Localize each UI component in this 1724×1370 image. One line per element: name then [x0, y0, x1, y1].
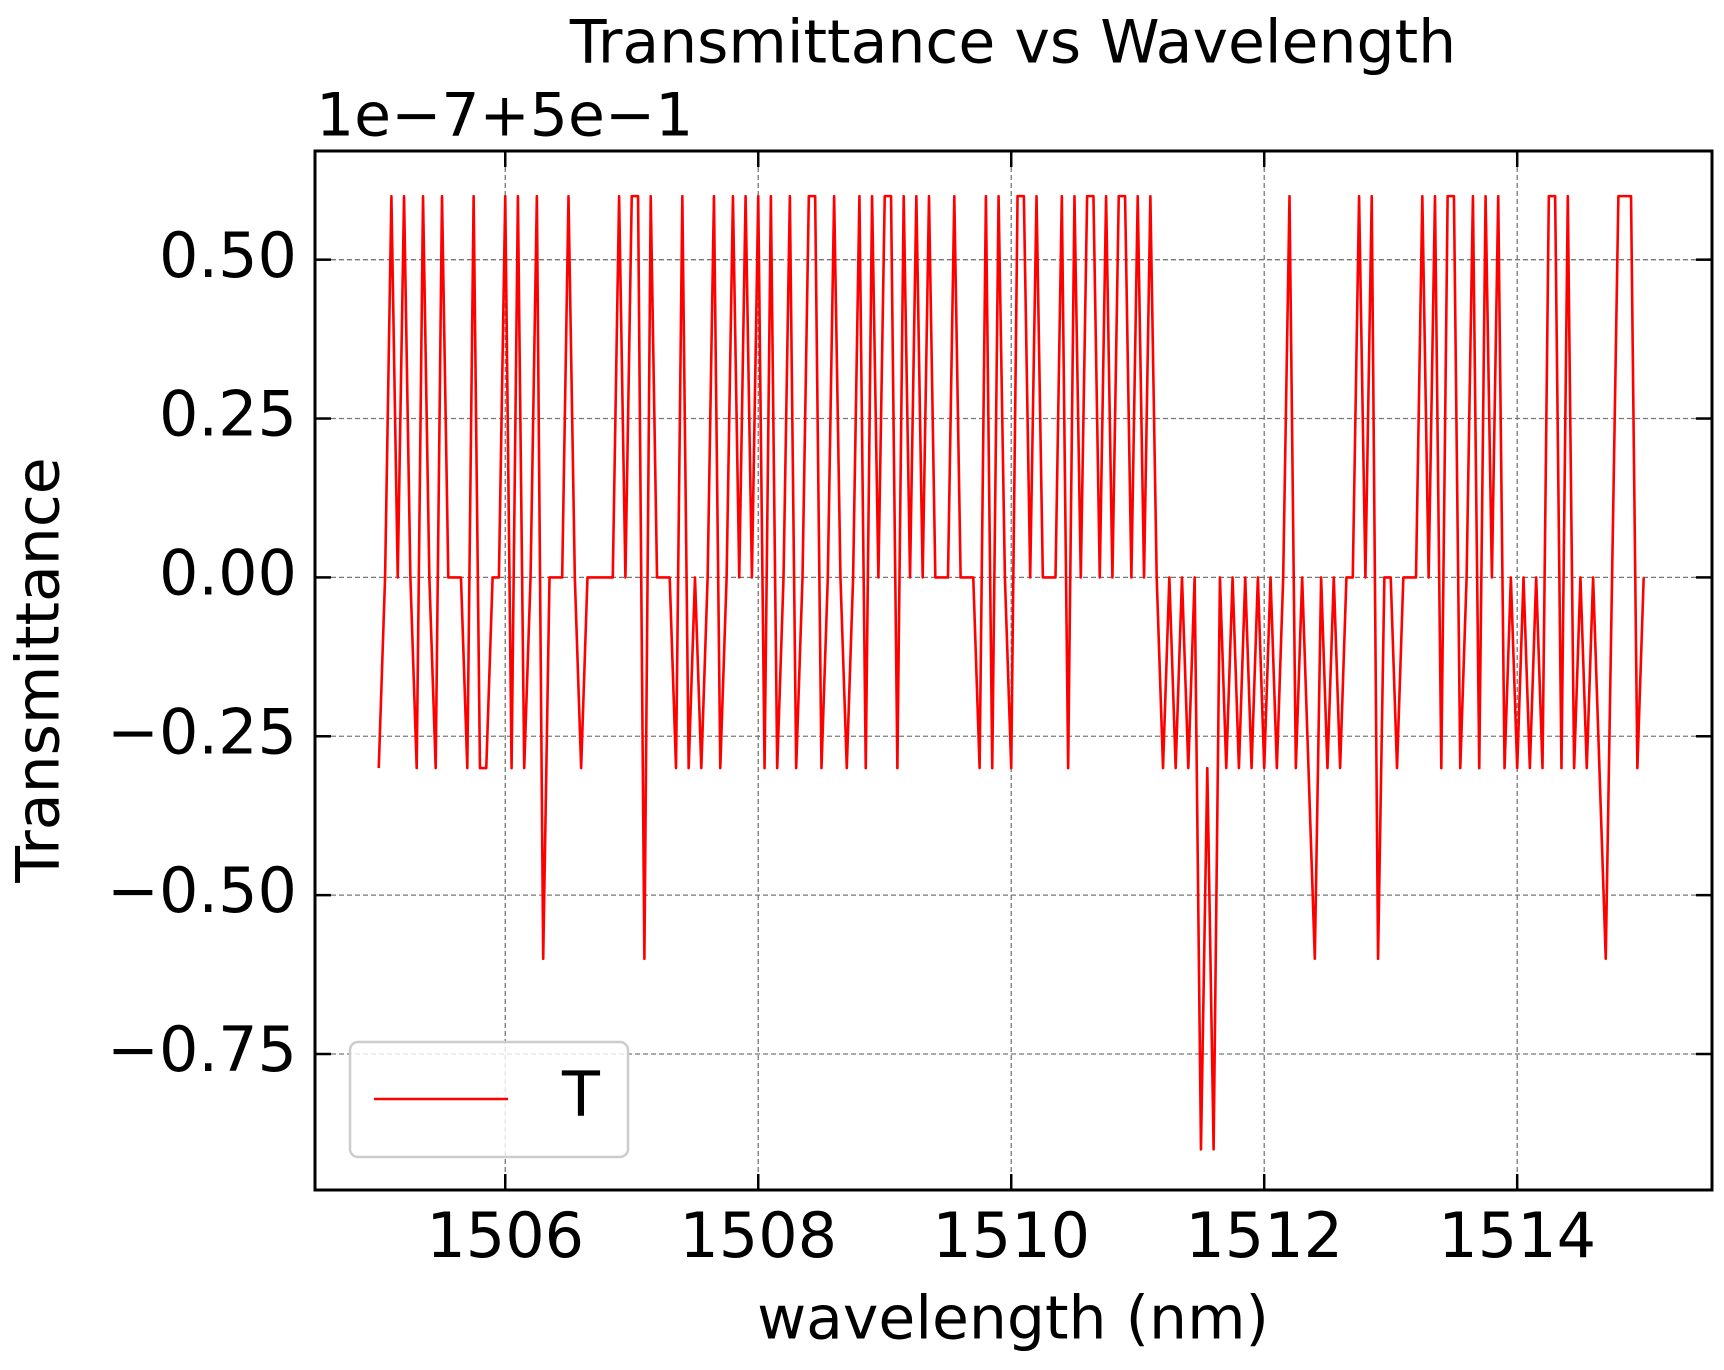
x-tick-label: 1514: [1438, 1199, 1596, 1272]
chart-title: Transmittance vs Wavelength: [569, 8, 1456, 78]
y-tick-label: −0.50: [107, 854, 297, 927]
y-tick-label: 0.25: [159, 378, 297, 451]
x-tick-label: 1512: [1185, 1199, 1343, 1272]
y-axis-label: Transmittance: [4, 457, 74, 883]
y-tick-label: −0.75: [107, 1013, 297, 1086]
y-tick-label: 0.50: [159, 219, 297, 292]
x-tick-label: 1506: [426, 1199, 584, 1272]
data-line: [377, 194, 1645, 1151]
y-tick-label: −0.25: [107, 695, 297, 768]
x-tick-label: 1508: [679, 1199, 837, 1272]
y-tick-label: 0.00: [159, 536, 297, 609]
legend-label: T: [561, 1058, 601, 1131]
y-offset-label: 1e−7+5e−1: [316, 81, 693, 151]
x-tick-label: 1510: [932, 1199, 1090, 1272]
x-axis-label: wavelength (nm): [757, 1284, 1269, 1354]
plot-frame: [313, 149, 1714, 1192]
